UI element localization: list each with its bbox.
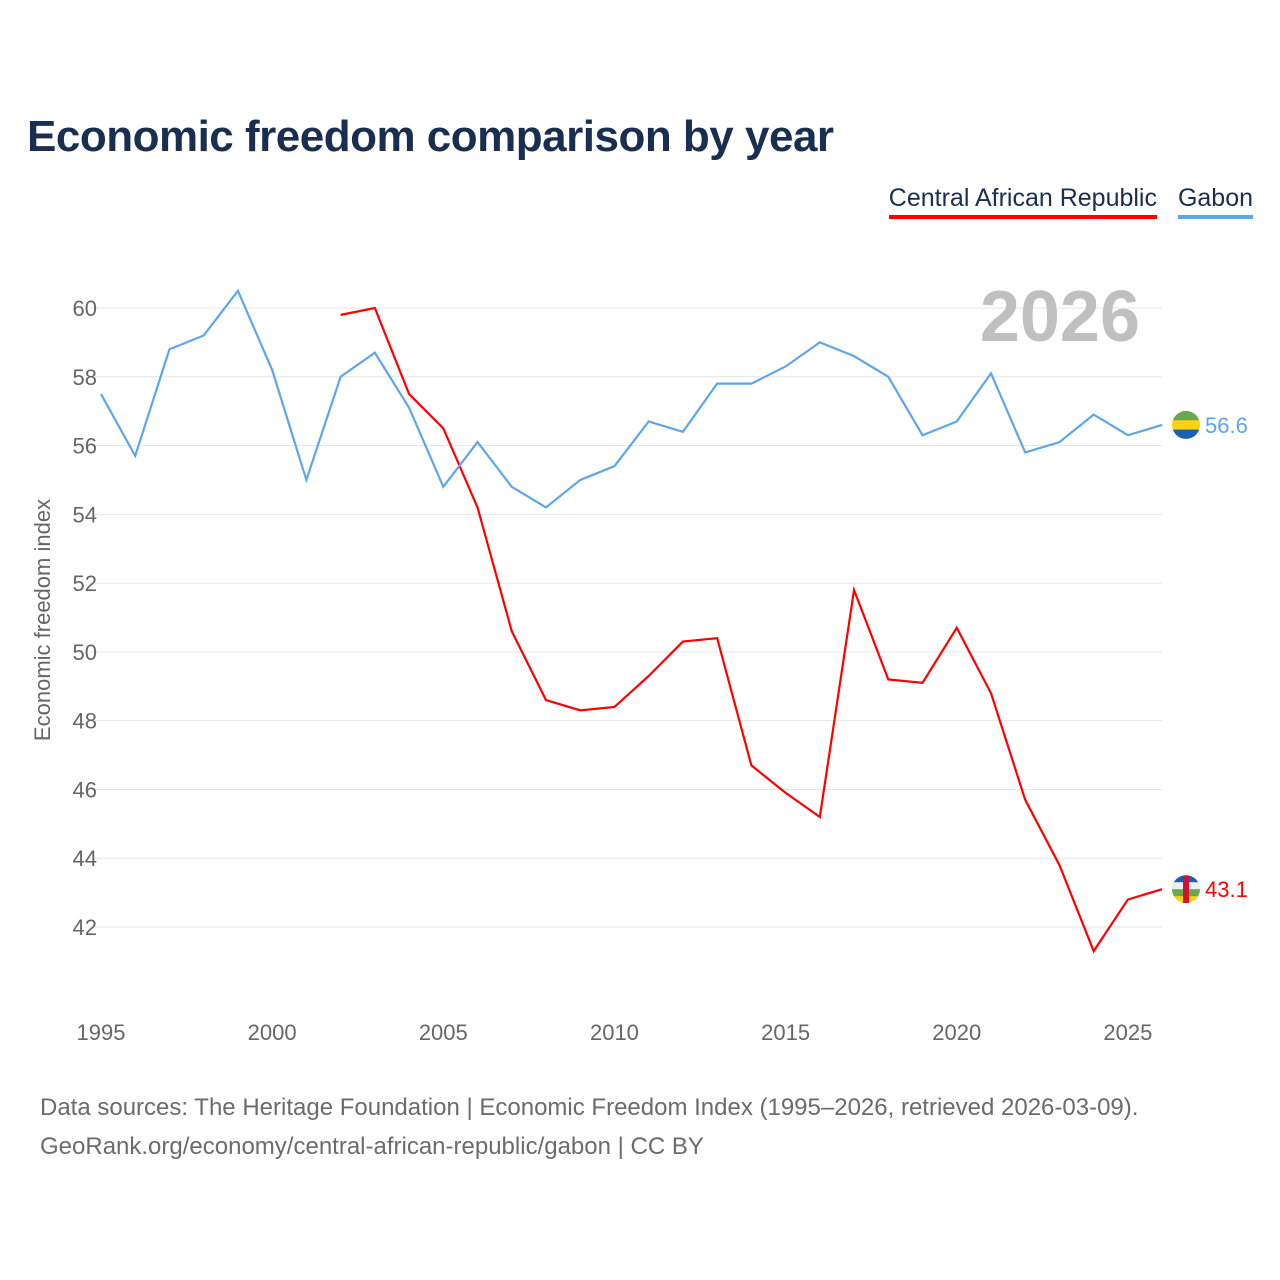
legend-item-central-african-republic[interactable]: Central African Republic [888,184,1157,219]
y-tick-label: 46 [73,777,97,802]
legend-item-gabon[interactable]: Gabon [1177,184,1253,219]
y-tick-label: 60 [73,296,97,321]
series-line-gabon [100,288,1163,509]
series-line-car [340,306,1163,954]
x-tick-label: 2025 [1103,1020,1152,1045]
y-tick-label: 58 [73,365,97,390]
flag-stripe [1172,410,1200,421]
end-value-label: 43.1 [1205,877,1248,902]
flag-stripe [1172,420,1200,431]
car-flag-icon [1172,875,1200,904]
y-tick-label: 44 [73,846,97,871]
x-tick-label: 2000 [248,1020,297,1045]
year-watermark: 2026 [980,277,1140,357]
y-tick-label: 50 [73,640,97,665]
end-value-label: 56.6 [1205,413,1248,438]
footer: Data sources: The Heritage Foundation | … [40,1088,1138,1166]
y-tick-label: 52 [73,571,97,596]
y-tick-label: 56 [73,434,97,459]
gabon-flag-icon [1172,410,1200,439]
x-tick-label: 2015 [761,1020,810,1045]
y-tick-label: 48 [73,709,97,734]
y-tick-label: 42 [73,915,97,940]
x-tick-label: 2010 [590,1020,639,1045]
chart-title: Economic freedom comparison by year [27,112,834,161]
x-tick-label: 2005 [419,1020,468,1045]
y-axis-label: Economic freedom index [30,499,55,741]
x-tick-label: 2020 [932,1020,981,1045]
footer-sources: Data sources: The Heritage Foundation | … [40,1094,1139,1121]
x-tick-label: 1995 [77,1020,126,1045]
footer-link[interactable]: GeoRank.org/economy/central-african-repu… [40,1133,704,1160]
flag-stripe [1183,875,1189,904]
flag-stripe [1172,429,1200,439]
y-tick-label: 54 [73,502,97,527]
